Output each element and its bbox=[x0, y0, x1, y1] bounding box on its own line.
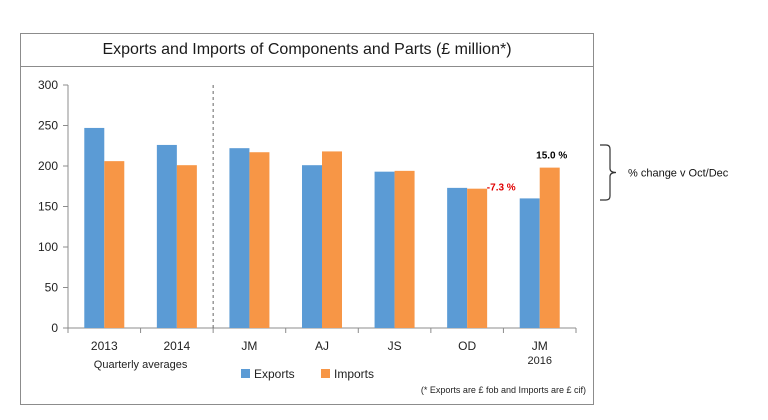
x-category-sublabel: 2016 bbox=[527, 355, 551, 367]
bar-imports-2 bbox=[249, 152, 270, 328]
legend-swatch-imports bbox=[321, 369, 330, 378]
y-tick-label: 50 bbox=[45, 281, 59, 295]
footnote: (* Exports are £ fob and Imports are £ c… bbox=[421, 385, 586, 395]
data-annotation: 15.0 % bbox=[536, 151, 567, 162]
x-category-label: 2014 bbox=[164, 339, 191, 353]
legend-swatch-exports bbox=[241, 369, 250, 378]
group-label: Quarterly averages bbox=[94, 359, 188, 371]
bar-imports-5 bbox=[467, 188, 488, 328]
y-tick-label: 250 bbox=[38, 119, 58, 133]
y-tick-label: 0 bbox=[51, 321, 58, 335]
y-tick-label: 300 bbox=[38, 78, 58, 92]
x-category-label: 2013 bbox=[91, 339, 118, 353]
bar-imports-3 bbox=[322, 151, 342, 328]
y-tick-label: 150 bbox=[38, 200, 58, 214]
bar-exports-6 bbox=[519, 198, 540, 328]
legend-label-exports: Exports bbox=[254, 367, 295, 381]
bar-imports-6 bbox=[539, 167, 560, 328]
chart-title: Exports and Imports of Components and Pa… bbox=[102, 41, 512, 58]
side-note-label: % change v Oct/Dec bbox=[628, 168, 729, 180]
bar-exports-0 bbox=[84, 127, 105, 329]
x-category-label: JM bbox=[241, 339, 257, 353]
bar-exports-3 bbox=[302, 165, 322, 328]
curly-bracket bbox=[600, 144, 617, 201]
x-category-label: AJ bbox=[315, 339, 329, 353]
legend-label-imports: Imports bbox=[334, 367, 374, 381]
bar-imports-4 bbox=[394, 170, 415, 328]
x-category-label: OD bbox=[458, 339, 476, 353]
data-annotation: -7.3 % bbox=[487, 182, 516, 193]
plot-frame bbox=[20, 67, 594, 405]
y-tick-label: 200 bbox=[38, 159, 58, 173]
bar-imports-1 bbox=[176, 165, 197, 328]
bar-exports-1 bbox=[156, 144, 177, 328]
bar-exports-5 bbox=[447, 187, 468, 328]
x-category-label: JS bbox=[388, 339, 402, 353]
x-category-label: JM bbox=[532, 339, 548, 353]
chart-title-box: Exports and Imports of Components and Pa… bbox=[20, 33, 594, 67]
bar-imports-0 bbox=[104, 161, 125, 328]
bar-exports-4 bbox=[374, 171, 395, 328]
bar-exports-2 bbox=[229, 148, 250, 328]
y-tick-label: 100 bbox=[38, 240, 58, 254]
